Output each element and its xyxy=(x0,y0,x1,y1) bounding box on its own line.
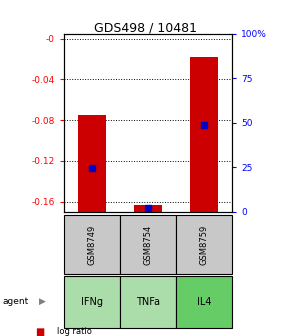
Text: GSM8759: GSM8759 xyxy=(200,224,209,264)
Text: GDS498 / 10481: GDS498 / 10481 xyxy=(93,22,197,35)
Bar xyxy=(190,57,218,212)
Text: ▶: ▶ xyxy=(39,297,46,306)
Text: GSM8754: GSM8754 xyxy=(143,224,153,264)
Bar xyxy=(134,205,162,212)
Text: GSM8749: GSM8749 xyxy=(87,224,96,264)
Text: TNFa: TNFa xyxy=(136,297,160,306)
Text: IL4: IL4 xyxy=(197,297,211,306)
Text: log ratio: log ratio xyxy=(57,328,91,336)
Text: ■: ■ xyxy=(35,327,44,336)
Bar xyxy=(78,115,106,212)
Text: IFNg: IFNg xyxy=(81,297,103,306)
Text: agent: agent xyxy=(3,297,29,306)
